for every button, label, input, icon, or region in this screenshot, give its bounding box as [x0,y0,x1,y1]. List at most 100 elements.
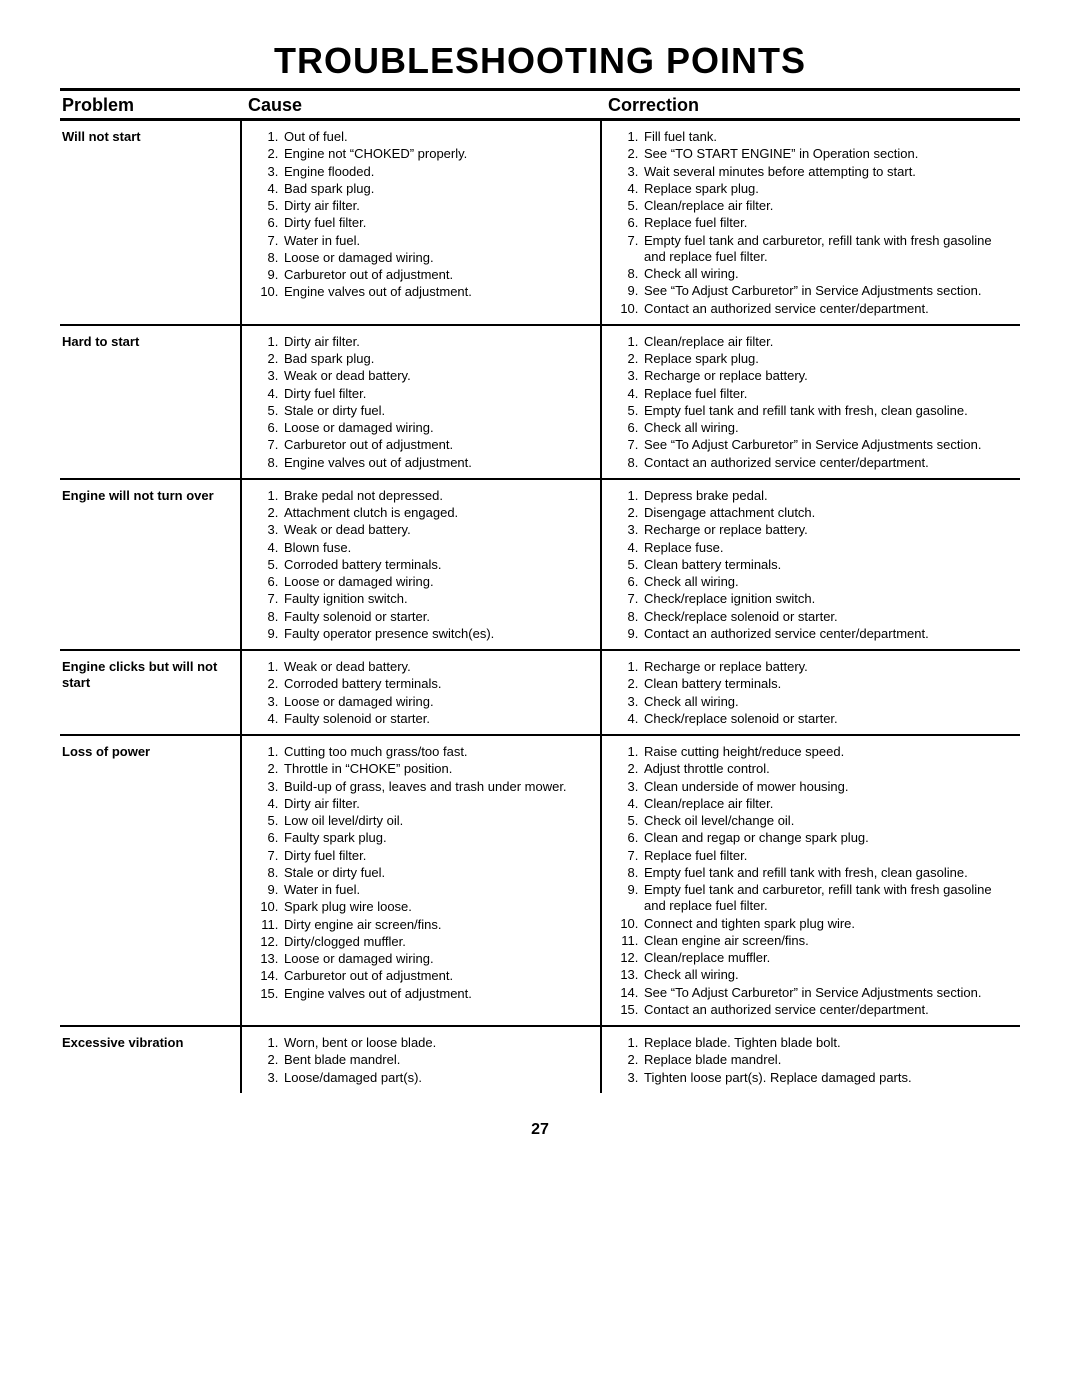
cause-item: Corroded battery terminals. [282,557,594,573]
correction-item: Clean and regap or change spark plug. [642,830,1014,846]
cause-item: Faulty solenoid or starter. [282,609,594,625]
cause-item: Dirty engine air screen/fins. [282,917,594,933]
cause-item: Loose or damaged wiring. [282,694,594,710]
cause-item: Engine valves out of adjustment. [282,284,594,300]
correction-item: Empty fuel tank and refill tank with fre… [642,403,1014,419]
header-correction: Correction [600,95,1020,116]
correction-item: Recharge or replace battery. [642,522,1014,538]
cause-item: Stale or dirty fuel. [282,403,594,419]
table-row: Excessive vibration Worn, bent or loose b… [60,1027,1020,1093]
cause-item: Stale or dirty fuel. [282,865,594,881]
cause-item: Spark plug wire loose. [282,899,594,915]
correction-item: Clean/replace air filter. [642,796,1014,812]
cause-item: Dirty air filter. [282,796,594,812]
table-row: Will not start Out of fuel.Engine not “CH… [60,121,1020,326]
cause-item: Loose/damaged part(s). [282,1070,594,1086]
cause-item: Build-up of grass, leaves and trash unde… [282,779,594,795]
correction-item: Replace fuel filter. [642,848,1014,864]
correction-item: Check/replace solenoid or starter. [642,711,1014,727]
cause-item: Attachment clutch is engaged. [282,505,594,521]
correction-item: Check all wiring. [642,266,1014,282]
cause-item: Faulty ignition switch. [282,591,594,607]
cause-item: Loose or damaged wiring. [282,250,594,266]
troubleshooting-table: Will not start Out of fuel.Engine not “CH… [60,121,1020,1093]
table-row: Engine clicks but will not startWeak or … [60,651,1020,736]
problem-label: Hard to start [62,334,240,350]
correction-item: Clean battery terminals. [642,557,1014,573]
problem-label: Will not start [62,129,240,145]
correction-list: Depress brake pedal.Disengage attachment… [608,488,1020,642]
cause-item: Low oil level/dirty oil. [282,813,594,829]
cause-item: Water in fuel. [282,233,594,249]
cause-item: Loose or damaged wiring. [282,574,594,590]
cause-item: Carburetor out of adjustment. [282,968,594,984]
cause-list: Worn, bent or loose blade.Bent blade man… [248,1035,600,1086]
correction-item: Clean/replace muffler. [642,950,1014,966]
correction-item: Contact an authorized service center/dep… [642,301,1014,317]
table-row: Engine will not turn over Brake pedal not… [60,480,1020,651]
correction-item: Replace fuel filter. [642,386,1014,402]
correction-item: Replace spark plug. [642,351,1014,367]
correction-item: Recharge or replace battery. [642,368,1014,384]
correction-item: See “TO START ENGINE” in Operation secti… [642,146,1014,162]
cause-item: Carburetor out of adjustment. [282,267,594,283]
cause-item: Cutting too much grass/too fast. [282,744,594,760]
correction-item: Raise cutting height/reduce speed. [642,744,1014,760]
cause-item: Dirty fuel filter. [282,848,594,864]
cause-item: Loose or damaged wiring. [282,420,594,436]
cause-item: Faulty solenoid or starter. [282,711,594,727]
correction-item: Clean battery terminals. [642,676,1014,692]
correction-item: Wait several minutes before attempting t… [642,164,1014,180]
correction-item: Clean/replace air filter. [642,334,1014,350]
cause-list: Brake pedal not depressed.Attachment clu… [248,488,600,642]
cause-item: Bad spark plug. [282,351,594,367]
correction-item: Contact an authorized service center/dep… [642,626,1014,642]
cause-item: Carburetor out of adjustment. [282,437,594,453]
cause-item: Weak or dead battery. [282,659,594,675]
cause-item: Dirty air filter. [282,198,594,214]
cause-item: Weak or dead battery. [282,522,594,538]
correction-item: Connect and tighten spark plug wire. [642,916,1014,932]
cause-item: Engine valves out of adjustment. [282,986,594,1002]
problem-label: Engine will not turn over [62,488,240,504]
header-cause: Cause [240,95,600,116]
cause-item: Bent blade mandrel. [282,1052,594,1068]
correction-list: Replace blade. Tighten blade bolt.Replac… [608,1035,1020,1086]
correction-item: Contact an authorized service center/dep… [642,1002,1014,1018]
cause-item: Worn, bent or loose blade. [282,1035,594,1051]
correction-item: Tighten loose part(s). Replace damaged p… [642,1070,1014,1086]
correction-item: Replace blade mandrel. [642,1052,1014,1068]
correction-item: Check all wiring. [642,694,1014,710]
correction-item: Adjust throttle control. [642,761,1014,777]
cause-item: Loose or damaged wiring. [282,951,594,967]
correction-item: Contact an authorized service center/dep… [642,455,1014,471]
correction-item: Recharge or replace battery. [642,659,1014,675]
correction-item: Replace blade. Tighten blade bolt. [642,1035,1014,1051]
correction-item: Replace spark plug. [642,181,1014,197]
correction-item: Disengage attachment clutch. [642,505,1014,521]
table-header-row: Problem Cause Correction [60,91,1020,121]
cause-item: Brake pedal not depressed. [282,488,594,504]
cause-item: Engine not “CHOKED” properly. [282,146,594,162]
cause-item: Dirty fuel filter. [282,386,594,402]
cause-item: Faulty operator presence switch(es). [282,626,594,642]
cause-item: Engine flooded. [282,164,594,180]
correction-item: Empty fuel tank and refill tank with fre… [642,865,1014,881]
correction-item: Replace fuel filter. [642,215,1014,231]
correction-item: Check all wiring. [642,574,1014,590]
correction-item: Clean/replace air filter. [642,198,1014,214]
correction-item: Check/replace ignition switch. [642,591,1014,607]
page-title: TROUBLESHOOTING POINTS [60,40,1020,82]
page-number: 27 [60,1121,1020,1139]
cause-item: Weak or dead battery. [282,368,594,384]
correction-item: Empty fuel tank and carburetor, refill t… [642,233,1014,266]
cause-list: Out of fuel.Engine not “CHOKED” properly… [248,129,600,301]
correction-item: Empty fuel tank and carburetor, refill t… [642,882,1014,915]
correction-item: Check all wiring. [642,967,1014,983]
correction-item: See “To Adjust Carburetor” in Service Ad… [642,283,1014,299]
correction-item: See “To Adjust Carburetor” in Service Ad… [642,437,1014,453]
cause-item: Faulty spark plug. [282,830,594,846]
cause-item: Throttle in “CHOKE” position. [282,761,594,777]
problem-label: Excessive vibration [62,1035,240,1051]
cause-list: Cutting too much grass/too fast.Throttle… [248,744,600,1002]
